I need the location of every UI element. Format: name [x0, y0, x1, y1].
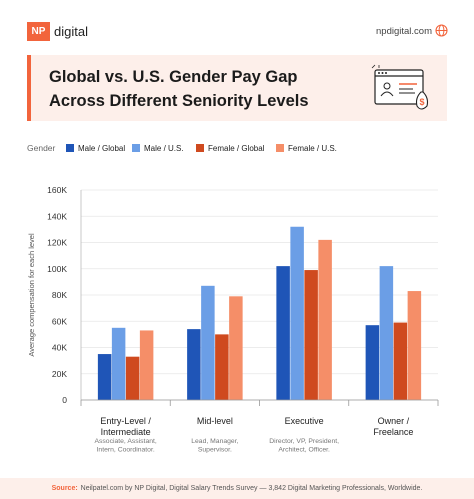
y-tick-label: 20K: [52, 369, 67, 379]
brand-name: digital: [54, 24, 88, 39]
x-category-label: Executive: [285, 416, 324, 426]
x-category-sublabel: Lead, Manager,: [191, 438, 238, 445]
x-category-sublabel: Supervisor.: [198, 447, 232, 454]
source-label: Source:: [51, 485, 78, 492]
legend-swatch: [66, 144, 74, 152]
chart-title-line-2: Across Different Seniority Levels: [49, 92, 309, 110]
legend-label: Female / Global: [208, 144, 265, 153]
bar: [365, 325, 380, 400]
bar: [111, 327, 126, 400]
y-tick-label: 160K: [47, 185, 67, 195]
y-tick-label: 40K: [52, 343, 67, 353]
x-category-label: Intermediate: [101, 427, 151, 437]
legend-swatch: [132, 144, 140, 152]
bar: [229, 296, 243, 400]
title-panel: Global vs. U.S. Gender Pay Gap Across Di…: [27, 55, 447, 121]
title-accent-bar: [27, 55, 31, 121]
bar-chart: Gender Male / Global Male / U.S. Female / G…: [27, 143, 439, 454]
source-text: Neilpatel.com by NP Digital, Digital Sal…: [80, 485, 423, 492]
y-axis: 0 20K 40K 60K 80K 100K 120K 140K 160K Average com…: [27, 185, 82, 405]
bar: [379, 266, 394, 400]
legend-title: Gender: [27, 143, 56, 153]
bar: [139, 330, 154, 400]
x-category-sublabel: Intern, Coordinator.: [97, 447, 155, 454]
bar: [125, 356, 140, 400]
legend: Gender Male / Global Male / U.S. Female / G…: [27, 143, 337, 153]
y-axis-label: Average compensation for each level: [27, 233, 36, 357]
chart-title-line-1: Global vs. U.S. Gender Pay Gap: [49, 68, 298, 86]
svg-text:$: $: [419, 97, 424, 107]
x-category-sublabel: Director, VP, President,: [269, 438, 339, 445]
legend-swatch: [276, 144, 284, 152]
y-tick-label: 100K: [47, 264, 67, 274]
legend-label: Male / U.S.: [144, 144, 184, 153]
bar: [276, 266, 290, 400]
footer-source: Source: Neilpatel.com by NP Digital, Dig…: [0, 478, 474, 499]
bar: [187, 329, 201, 400]
x-category-label: Owner /: [378, 416, 410, 426]
y-tick-label: 60K: [52, 316, 67, 326]
y-tick-label: 120K: [47, 238, 67, 248]
legend-label: Male / Global: [78, 144, 125, 153]
legend-swatch: [196, 144, 204, 152]
x-category-sublabel: Architect, Officer.: [278, 447, 330, 454]
chart-title: Global vs. U.S. Gender Pay Gap Across Di…: [49, 65, 359, 113]
y-tick-label: 80K: [52, 290, 67, 300]
y-tick-label: 0: [62, 395, 67, 405]
brand-logo: NP: [27, 22, 50, 41]
globe-icon: [435, 24, 448, 37]
salary-browser-illustration: $: [371, 64, 429, 110]
legend-label: Female / U.S.: [288, 144, 337, 153]
x-category-sublabel: Associate, Assistant,: [94, 438, 156, 445]
site-url[interactable]: npdigital.com: [376, 26, 432, 37]
bar: [97, 354, 112, 400]
x-category-label: Mid-level: [197, 416, 233, 426]
bar: [304, 270, 318, 400]
bar: [215, 334, 229, 400]
bar: [201, 285, 215, 400]
x-category-label: Freelance: [373, 427, 413, 437]
bar: [393, 322, 408, 400]
bar: [407, 291, 422, 400]
y-tick-label: 140K: [47, 211, 67, 221]
bar: [318, 239, 332, 400]
bars: [97, 226, 422, 400]
x-category-label: Entry-Level /: [100, 416, 151, 426]
bar: [290, 226, 304, 400]
